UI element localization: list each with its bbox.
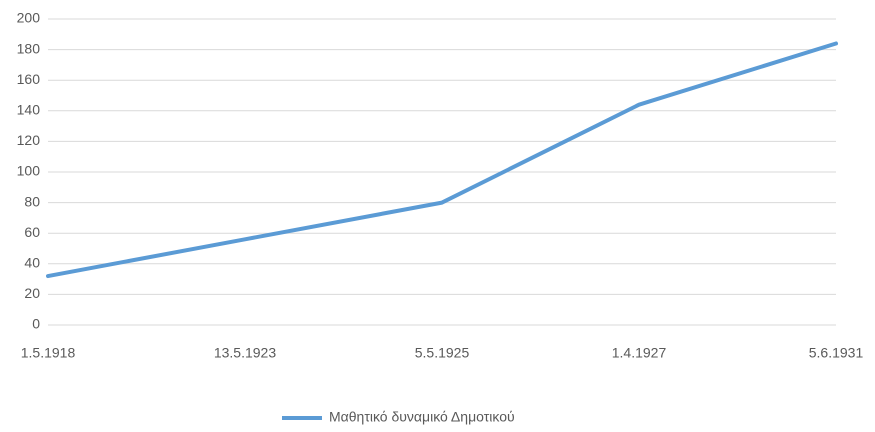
x-tick-label: 5.6.1931 <box>809 345 864 361</box>
y-tick-label: 180 <box>17 40 41 56</box>
legend-label: Μαθητικό δυναμικό Δημοτικού <box>329 409 515 425</box>
y-tick-label: 20 <box>24 285 40 301</box>
y-tick-label: 120 <box>17 132 41 148</box>
y-tick-label: 100 <box>17 163 41 179</box>
y-tick-label: 60 <box>24 224 40 240</box>
y-tick-label: 200 <box>17 10 41 26</box>
y-tick-label: 40 <box>24 255 40 271</box>
y-tick-label: 140 <box>17 102 41 118</box>
series-line <box>46 41 838 279</box>
x-tick-label: 13.5.1923 <box>214 345 276 361</box>
x-tick-label: 1.5.1918 <box>21 345 76 361</box>
y-tick-label: 80 <box>24 193 40 209</box>
y-tick-label: 0 <box>32 316 40 332</box>
x-tick-label: 1.4.1927 <box>612 345 667 361</box>
y-tick-label: 160 <box>17 71 41 87</box>
x-tick-label: 5.5.1925 <box>415 345 470 361</box>
